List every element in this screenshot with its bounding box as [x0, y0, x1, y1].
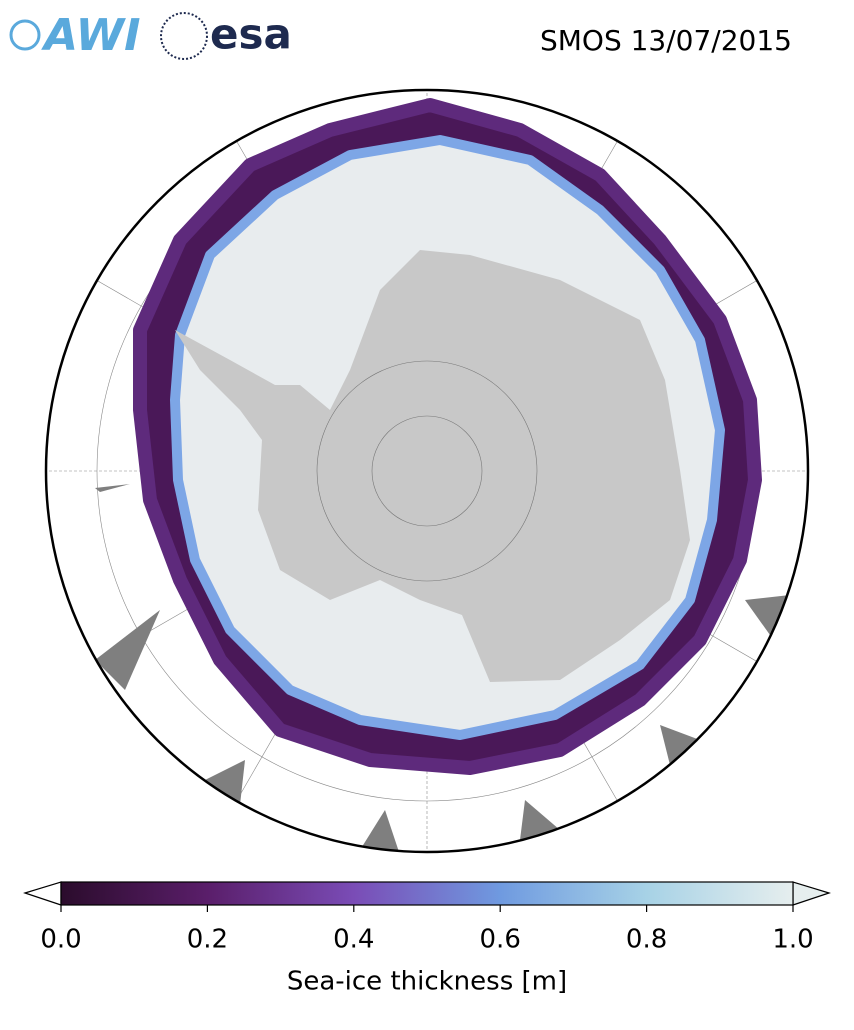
- logo-awi-text: AWI: [41, 10, 141, 61]
- colorbar-tick-label: 0.6: [480, 925, 521, 955]
- logo-esa-text: esa: [210, 10, 292, 59]
- map: [46, 90, 808, 852]
- antarctica: [175, 250, 690, 682]
- colorbar-ramp: [60, 881, 794, 906]
- colorbar-extend-low: [23, 881, 62, 906]
- colorbar-tick-label: 1.0: [772, 925, 813, 955]
- logo-awi: AWI: [9, 10, 141, 61]
- map-title: SMOS 13/07/2015: [540, 24, 792, 57]
- map-frame: [44, 88, 810, 854]
- logo-esa: esa: [160, 10, 292, 60]
- colorbar-tick-label: 0.4: [333, 925, 374, 955]
- colorbar-extend-high: [792, 881, 831, 906]
- colorbar-tick-label: 0.0: [40, 925, 81, 955]
- colorbar-tick-label: 0.2: [187, 925, 228, 955]
- land-patches: [95, 484, 790, 852]
- colorbar-label: Sea-ice thickness [m]: [287, 967, 567, 997]
- colorbar-tick-label: 0.8: [626, 925, 667, 955]
- colorbar: [23, 881, 831, 906]
